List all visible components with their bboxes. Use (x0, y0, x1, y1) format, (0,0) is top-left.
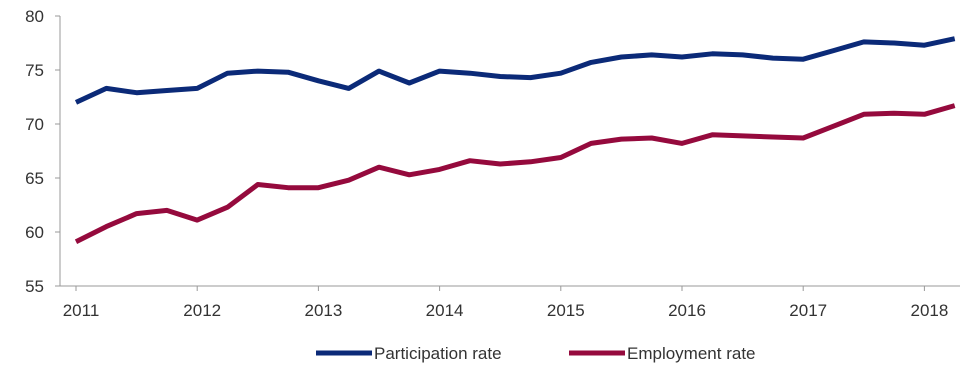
x-tick-label: 2014 (426, 301, 464, 320)
legend-label-participation-rate: Participation rate (374, 344, 502, 363)
legend: Participation rate Employment rate (316, 344, 756, 363)
x-tick-label: 2015 (547, 301, 585, 320)
series-line-employment-rate (74, 103, 956, 244)
y-tick-label: 60 (25, 223, 44, 242)
y-tick-label: 80 (25, 7, 44, 26)
y-tick-label: 70 (25, 115, 44, 134)
y-tick-label: 65 (25, 169, 44, 188)
axes (59, 16, 960, 287)
x-tick-label: 2011 (63, 301, 100, 320)
x-tick-label: 2013 (304, 301, 342, 320)
series-line-participation-rate (74, 36, 956, 105)
x-tick-label: 2012 (183, 301, 221, 320)
y-axis-ticks: 55 60 65 70 75 80 (25, 7, 60, 296)
x-tick-label: 2018 (910, 301, 948, 320)
legend-label-employment-rate: Employment rate (627, 344, 756, 363)
series-lines (74, 36, 956, 244)
x-tick-label: 2017 (789, 301, 827, 320)
y-tick-label: 75 (25, 61, 44, 80)
y-tick-label: 55 (25, 277, 44, 296)
x-tick-label: 2016 (668, 301, 706, 320)
x-axis-ticks: 2011 2012 2013 2014 2015 2016 2017 2018 (63, 286, 948, 320)
